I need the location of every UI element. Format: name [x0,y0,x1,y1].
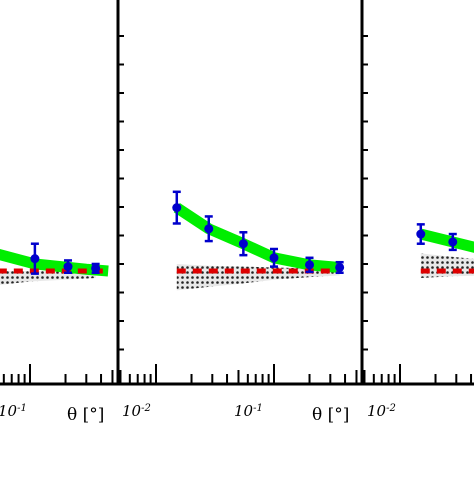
right-model-line [419,228,474,253]
left-xtick-label: 10-1 [0,402,27,420]
right-xtick-label: 10-2 [367,402,396,420]
middle-data-point [305,260,315,270]
right-data-point [416,229,426,239]
right-data-point [448,237,458,247]
left-xaxis-title: θ [°] [67,405,104,425]
middle-xaxis-title: θ [°] [312,405,349,425]
left-data-point [91,263,101,273]
right-uncertainty-region [420,253,474,279]
right-panel-plot [416,223,474,279]
left-data-point [63,262,73,272]
left-panel-plot [0,242,109,285]
middle-data-point [335,262,345,272]
middle-data-point [269,253,279,263]
left-uncertainty-region [0,271,96,285]
middle-data-point [238,239,248,249]
middle-data-point [204,224,214,234]
middle-xtick-label-a: 10-2 [122,402,151,420]
middle-data-point [172,203,182,213]
left-data-point [30,254,40,264]
middle-panel-plot [172,190,345,291]
middle-xtick-label-b: 10-1 [234,402,263,420]
middle-model-line [173,203,341,273]
